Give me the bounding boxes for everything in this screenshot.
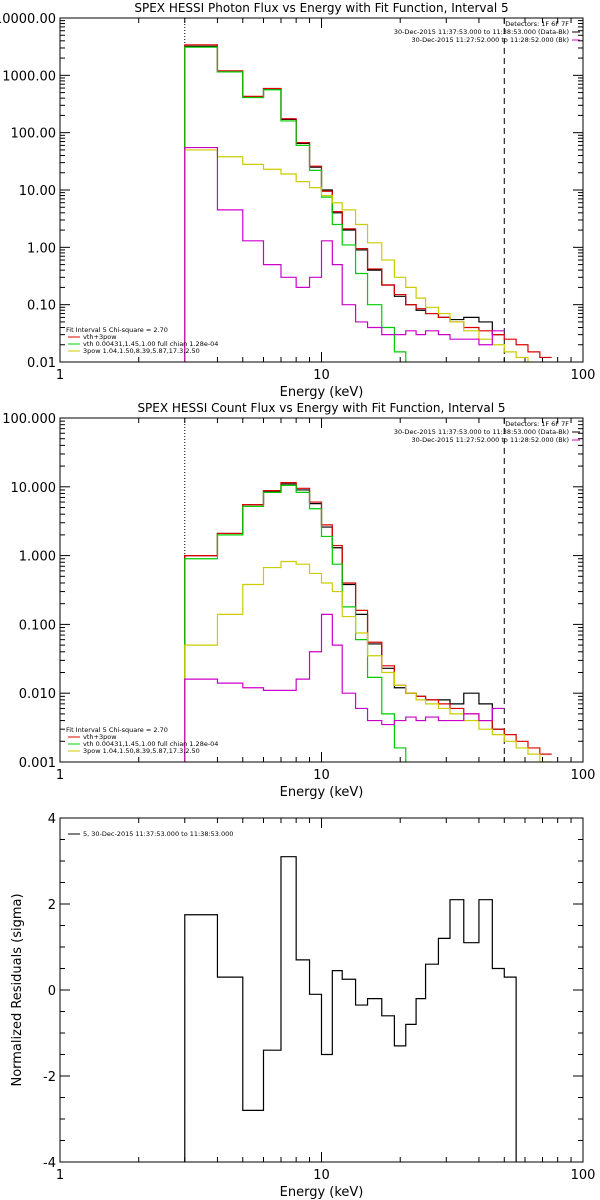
- y-tick-label: 1000.00: [2, 69, 56, 84]
- series-group: [184, 856, 517, 1162]
- y-tick-label: 0.100: [19, 618, 56, 633]
- legend-entry: 3pow 1.04,1.50,8.39,5.87,17.3,2.50: [83, 747, 200, 755]
- info-line: Detectors: 1F 6F 7F: [505, 20, 569, 28]
- y-axis-label: Normalized Residuals (sigma): [10, 893, 25, 1086]
- chart-panel-2: SPEX HESSI Count Flux vs Energy with Fit…: [2, 401, 595, 800]
- y-tick-label: 0.01: [27, 356, 56, 371]
- plot-frame: [59, 17, 584, 363]
- legend-entry: vth 0.00431,1.45,1.00 full chian 1.28e-0…: [83, 740, 218, 748]
- y-tick-label: 10.000: [11, 481, 57, 496]
- y-tick-label: 1.00: [27, 241, 56, 256]
- y-tick-label: 10000.00: [0, 12, 56, 27]
- y-tick-label: 0.001: [19, 756, 56, 771]
- x-tick-label: 100: [571, 1168, 596, 1183]
- x-tick-label: 1: [56, 768, 64, 783]
- series-line-4: [184, 560, 552, 762]
- x-tick-label: 10: [313, 1168, 330, 1183]
- x-axis-label: Energy (keV): [280, 785, 364, 800]
- y-tick-label: 0.10: [27, 299, 56, 314]
- series-line-3: [184, 484, 407, 762]
- legend-entry: vth+3pow: [83, 333, 117, 341]
- info-line: Detectors: 1F 6F 7F: [505, 420, 569, 428]
- legend-entry: vth+3pow: [83, 733, 117, 741]
- legend-entry: 3pow 1.04,1.50,8.39,5.87,17.3,2.50: [83, 347, 200, 355]
- series-line-3: [184, 46, 407, 362]
- x-tick-label: 1: [56, 368, 64, 383]
- chart-panel-1: SPEX HESSI Photon Flux vs Energy with Fi…: [0, 1, 595, 400]
- chart-title: SPEX HESSI Count Flux vs Energy with Fit…: [137, 401, 505, 415]
- y-tick-label: 1.000: [19, 550, 56, 565]
- y-tick-label: 0.010: [19, 687, 56, 702]
- x-tick-label: 100: [571, 768, 596, 783]
- series-line-2: [184, 44, 552, 362]
- y-tick-label: 0: [48, 984, 56, 999]
- y-tick-label: 10.00: [19, 184, 56, 199]
- series-line-4: [184, 149, 529, 362]
- legend-entry: Fit Interval 5 Chi-square = 2.70: [66, 326, 168, 334]
- y-tick-label: -2: [43, 1070, 56, 1085]
- x-tick-label: 10: [313, 368, 330, 383]
- y-tick-label: 100.00: [11, 127, 57, 142]
- series-group: [184, 44, 552, 362]
- plot-frame: [59, 417, 584, 763]
- series-line-5: [184, 613, 505, 762]
- y-tick-label: 100.000: [2, 412, 56, 427]
- info-line: 30-Dec-2015 11:27:52.000 to 11:28:52.000…: [412, 36, 570, 44]
- series-group: [184, 482, 552, 762]
- series-line-2: [184, 482, 552, 762]
- chart-panel-3: 1 10 100 -4 -2 0 2 4 Energy (keV) Normalized Resi…: [10, 812, 595, 1200]
- legend-entry: vth 0.00431,1.45,1.00 full chian 1.28e-0…: [83, 340, 218, 348]
- info-line: 30-Dec-2015 11:37:53.000 to 11:38:53.000…: [394, 28, 569, 36]
- x-axis-label: Energy (keV): [280, 1185, 364, 1200]
- series-line-1: [184, 856, 517, 1162]
- y-tick-label: 4: [48, 812, 56, 827]
- legend-entry: 5, 30-Dec-2015 11:37:53.000 to 11:38:53.…: [83, 830, 233, 838]
- y-tick-label: -4: [43, 1156, 56, 1171]
- x-tick-label: 10: [313, 768, 330, 783]
- legend-entry: Fit Interval 5 Chi-square = 2.70: [66, 726, 168, 734]
- plot-frame: [59, 817, 584, 1163]
- info-line: 30-Dec-2015 11:37:53.000 to 11:38:53.000…: [394, 428, 569, 436]
- info-line: 30-Dec-2015 11:27:52.000 to 11:28:52.000…: [412, 436, 570, 444]
- y-tick-label: 2: [48, 898, 56, 913]
- series-line-5: [184, 146, 505, 362]
- x-tick-label: 100: [571, 368, 596, 383]
- x-axis-label: Energy (keV): [280, 385, 364, 400]
- x-tick-label: 1: [56, 1168, 64, 1183]
- chart-title: SPEX HESSI Photon Flux vs Energy with Fi…: [134, 1, 508, 15]
